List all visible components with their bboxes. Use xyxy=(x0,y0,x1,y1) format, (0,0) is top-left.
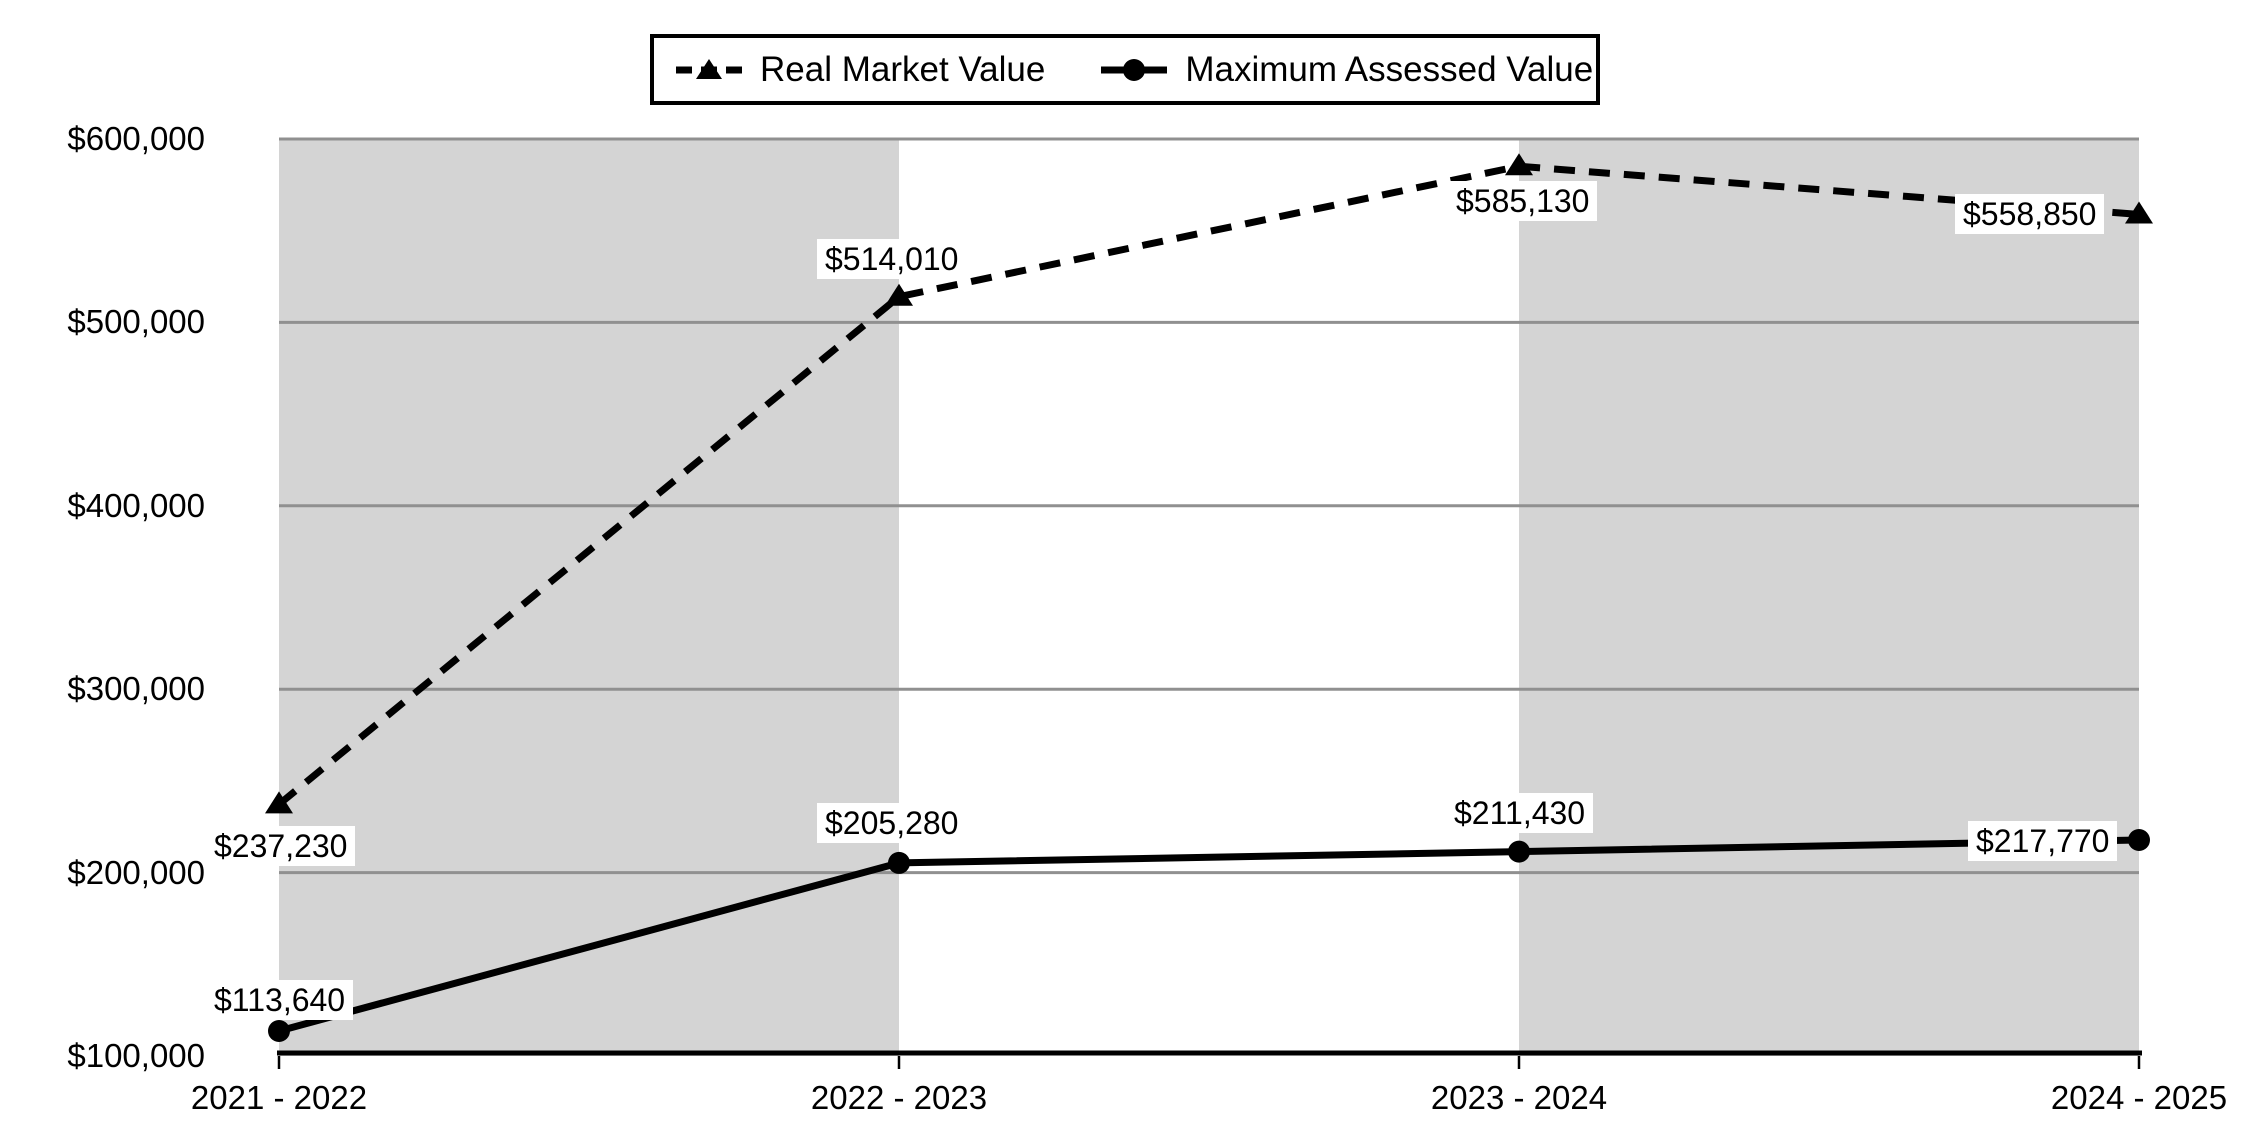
solid-line-circle-icon xyxy=(1101,58,1168,81)
x-tick-label: 2024 - 2025 xyxy=(2050,1079,2228,1116)
data-label: $211,430 xyxy=(1446,792,1594,833)
plot-band-gray xyxy=(279,139,899,1056)
legend-item-maximum-assessed-value: Maximum Assessed Value xyxy=(1101,52,1593,87)
legend-item-real-market-value: Real Market Value xyxy=(676,52,1045,87)
y-tick-label: $100,000 xyxy=(67,1037,205,1074)
y-tick-label: $600,000 xyxy=(67,120,205,157)
legend: Real Market Value Maximum Assessed Value xyxy=(650,34,1600,105)
plot-band-white xyxy=(898,139,1519,1056)
y-tick-label: $500,000 xyxy=(67,303,205,341)
y-tick-label: $300,000 xyxy=(67,670,205,708)
triangle-marker xyxy=(2125,201,2153,224)
data-label: $237,230 xyxy=(206,826,356,867)
plot-area xyxy=(279,139,2139,1056)
y-tick-label: $400,000 xyxy=(67,486,205,524)
triangle-marker xyxy=(885,283,913,306)
dashed-line-triangle-icon xyxy=(676,58,742,79)
circle-marker xyxy=(268,1019,290,1042)
x-tick-label: 2022 - 2023 xyxy=(810,1079,988,1116)
circle-marker xyxy=(1508,840,1530,863)
legend-label-real-market-value: Real Market Value xyxy=(760,50,1046,89)
x-tick-label: 2021 - 2022 xyxy=(190,1079,368,1116)
legend-label-maximum-assessed-value: Maximum Assessed Value xyxy=(1185,50,1594,89)
plot-band-gray xyxy=(1518,139,2139,1056)
data-label: $514,010 xyxy=(817,238,967,279)
data-label: $113,640 xyxy=(206,979,354,1020)
data-label: $558,850 xyxy=(1955,194,2105,235)
data-label: $585,130 xyxy=(1448,181,1598,222)
series-line-real-market-value xyxy=(276,162,2140,808)
y-tick-label: $200,000 xyxy=(67,853,205,891)
triangle-marker xyxy=(1505,153,1533,176)
x-tick-label: 2023 - 2024 xyxy=(1430,1079,1608,1116)
circle-marker xyxy=(888,851,910,874)
data-label: $217,770 xyxy=(1968,821,2118,861)
triangle-marker xyxy=(265,791,293,814)
circle-marker xyxy=(2128,829,2150,852)
data-label: $205,280 xyxy=(817,802,967,843)
series-line-maximum-assessed-value xyxy=(278,836,2140,1035)
